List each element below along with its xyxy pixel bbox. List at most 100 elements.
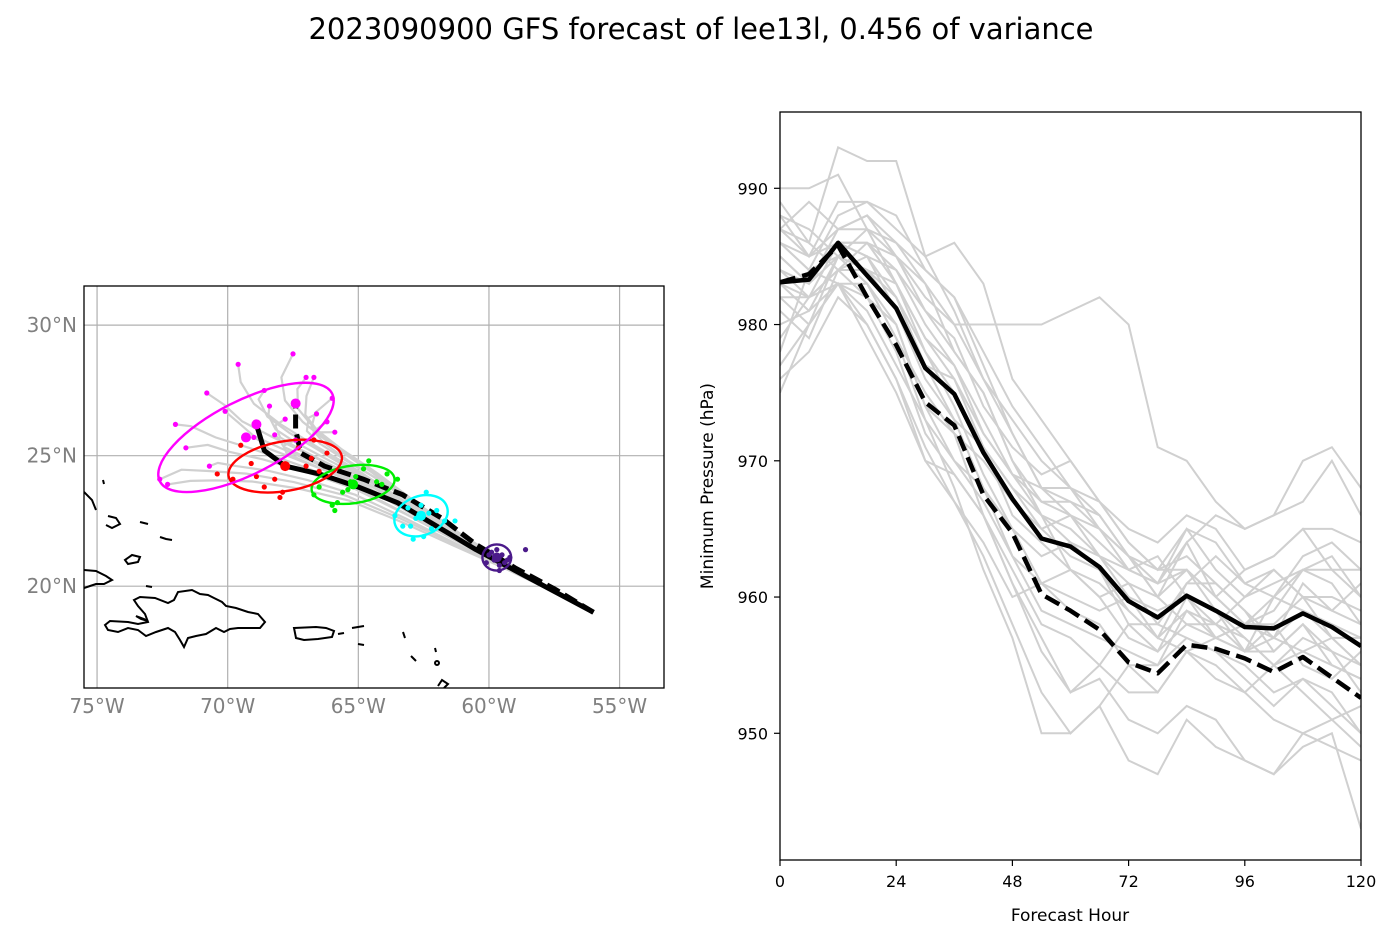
member-position-dot xyxy=(366,458,372,464)
member-track xyxy=(209,461,595,614)
member-position-dot xyxy=(374,479,380,485)
ellipse-hour-72 xyxy=(310,463,396,506)
member-position-dot xyxy=(303,463,309,469)
lon-tick-label: 65°W xyxy=(331,694,386,718)
member-position-dot xyxy=(308,455,314,461)
coastline-bahamas-2 xyxy=(139,521,149,525)
member-pressure-line xyxy=(780,242,1361,640)
member-position-dot xyxy=(428,526,435,532)
pressure-chart-panel: 0 24 48 72 96 120 950 960 970 980 990 Forecast Hou… xyxy=(698,111,1376,926)
coastline-leewards-4 xyxy=(434,647,437,653)
lat-tick-label: 30°N xyxy=(27,313,77,337)
track-endpoint-marker xyxy=(251,419,262,430)
coastline-turks xyxy=(145,585,153,588)
map-tick-labels: 75°W 70°W 65°W 60°W 55°W 20°N 25°N 30°N xyxy=(27,313,648,718)
member-position-dot xyxy=(434,507,440,514)
coastline-leewards-5 xyxy=(434,660,440,666)
member-position-dot xyxy=(394,476,401,482)
member-pressure-line xyxy=(780,282,1361,626)
y-tick-label: 960 xyxy=(737,588,768,607)
ellipse-center-hour-72 xyxy=(348,479,359,490)
member-position-dot xyxy=(253,473,260,480)
deterministic-pressure-line xyxy=(780,243,1361,700)
member-position-dot xyxy=(313,411,320,417)
track-endpoint-marker xyxy=(290,398,301,409)
ellipse-hour-96 xyxy=(227,438,344,494)
ellipse-hour-24 xyxy=(481,543,513,572)
coastline-bahamas-1 xyxy=(105,515,122,530)
member-position-dot xyxy=(410,536,416,542)
member-track xyxy=(310,397,595,614)
member-position-dot xyxy=(238,442,244,448)
member-position-dot xyxy=(183,445,189,451)
member-position-dot xyxy=(332,507,338,514)
member-track xyxy=(305,412,595,614)
member-position-dot xyxy=(488,549,495,555)
member-position-dot xyxy=(266,403,273,409)
member-position-dot xyxy=(379,481,385,487)
coastline-guadeloupe xyxy=(437,678,450,688)
x-axis-label: Forecast Hour xyxy=(1011,906,1129,926)
member-pressure-line xyxy=(780,295,1361,695)
x-tick-label: 48 xyxy=(1002,872,1022,891)
member-position-dot xyxy=(172,421,179,427)
member-pressure-line xyxy=(780,200,1361,598)
member-track xyxy=(304,376,595,614)
mean-pressure-line xyxy=(780,240,1361,648)
pressure-series xyxy=(780,240,1361,700)
member-position-dot xyxy=(522,547,529,553)
member-pressure-line xyxy=(780,255,1361,734)
member-position-dot xyxy=(206,463,213,469)
coastline-puerto-rico xyxy=(292,625,336,642)
member-track xyxy=(159,468,595,614)
coastline-vi-1 xyxy=(337,632,345,635)
member-position-dot xyxy=(204,390,210,396)
coastline-hispaniola xyxy=(103,588,267,650)
member-pressure-line xyxy=(780,228,1361,626)
lon-tick-label: 60°W xyxy=(461,694,516,718)
member-position-dot xyxy=(248,460,254,467)
member-position-dot xyxy=(494,547,500,553)
pressure-frame xyxy=(779,111,1362,861)
member-position-dot xyxy=(282,416,288,422)
coastline-leewards-1 xyxy=(357,643,365,646)
pressure-ticks: 0 24 48 72 96 120 950 960 970 980 990 xyxy=(737,179,1376,891)
member-position-dot xyxy=(340,489,346,495)
y-tick-label: 990 xyxy=(737,179,768,198)
ellipse-center-hour-24 xyxy=(491,552,502,563)
figure-title: 2023090900 GFS forecast of lee13l, 0.456… xyxy=(308,12,1094,46)
member-position-dot xyxy=(400,523,406,529)
member-position-dot xyxy=(360,466,367,472)
lat-tick-label: 20°N xyxy=(27,574,77,598)
member-position-dot xyxy=(316,484,322,490)
member-position-dot xyxy=(251,434,257,441)
coastline-bahamas-4 xyxy=(123,553,142,566)
member-pressure-line xyxy=(780,241,1361,599)
deterministic-track-line xyxy=(293,403,595,615)
coastline-bahamas-6 xyxy=(102,479,105,485)
member-position-dot xyxy=(384,471,390,477)
member-position-dot xyxy=(345,487,351,493)
x-tick-label: 24 xyxy=(886,872,906,891)
x-tick-label: 0 xyxy=(775,872,785,891)
member-position-dot xyxy=(290,351,296,357)
coastline-leewards-3 xyxy=(410,655,417,662)
member-position-dot xyxy=(353,473,359,480)
coastlines xyxy=(84,479,450,688)
ellipse-center-hour-96 xyxy=(280,461,291,472)
y-axis-label: Minimum Pressure (hPa) xyxy=(698,383,718,589)
y-tick-label: 980 xyxy=(737,316,768,335)
member-pressure-line xyxy=(780,200,1361,531)
member-position-dot xyxy=(452,518,458,524)
member-track xyxy=(175,423,595,614)
member-position-dot xyxy=(405,505,411,511)
member-position-dot xyxy=(423,489,429,495)
y-tick-label: 970 xyxy=(737,452,768,471)
member-position-dot xyxy=(272,476,278,482)
ellipse-center-hour-120 xyxy=(240,432,251,443)
member-position-dot xyxy=(222,408,228,414)
lon-tick-label: 70°W xyxy=(200,694,255,718)
coastline-bahamas-3 xyxy=(159,536,173,541)
member-pressure-line xyxy=(780,228,1361,599)
coastline-cuba xyxy=(84,569,114,589)
